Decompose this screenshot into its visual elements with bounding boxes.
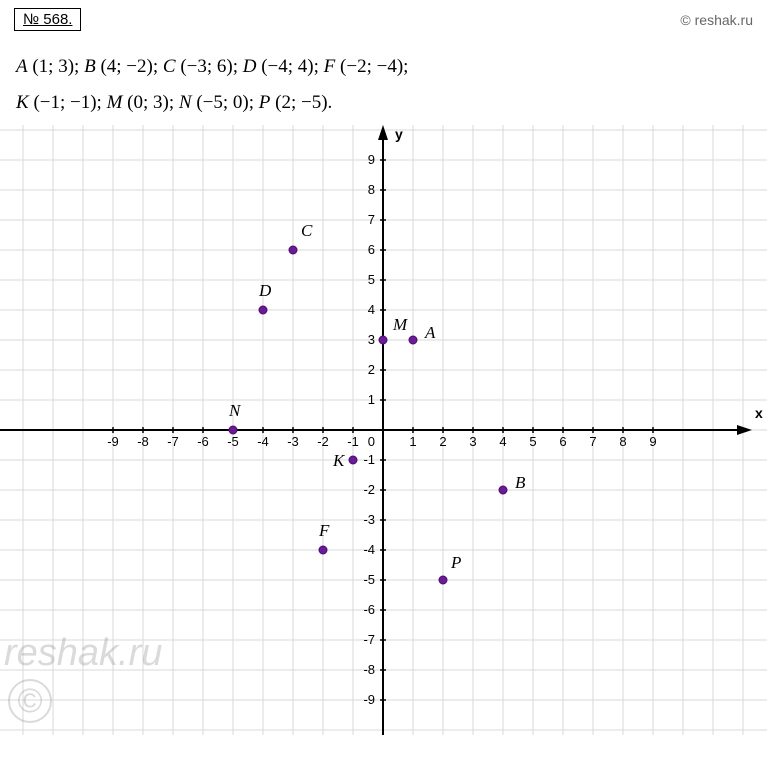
y-tick-label: -8 bbox=[363, 662, 375, 677]
coordinates-text: A (1; 3); B (4; −2); C (−3; 6); D (−4; 4… bbox=[0, 39, 767, 125]
exercise-number: № 568. bbox=[14, 8, 81, 31]
y-tick-label: 9 bbox=[368, 152, 375, 167]
point-coords: (2; −5). bbox=[270, 92, 332, 113]
y-tick-label: -3 bbox=[363, 512, 375, 527]
x-tick-label: 3 bbox=[469, 434, 476, 449]
watermark-copyright: © bbox=[8, 679, 52, 723]
y-tick-label: 1 bbox=[368, 392, 375, 407]
data-point bbox=[349, 456, 357, 464]
y-tick-label: -7 bbox=[363, 632, 375, 647]
watermark-text: reshak.ru bbox=[0, 632, 162, 675]
point-letter: F bbox=[324, 56, 336, 77]
data-point bbox=[289, 246, 297, 254]
point-coords: (−1; −1); bbox=[29, 92, 107, 113]
point-coords: (−4; 4); bbox=[256, 56, 323, 77]
y-tick-label: -1 bbox=[363, 452, 375, 467]
point-coords: (1; 3); bbox=[28, 56, 84, 77]
x-tick-label: -6 bbox=[197, 434, 209, 449]
point-label: K bbox=[332, 451, 346, 470]
point-label: D bbox=[258, 281, 272, 300]
point-coords: (−5; 0); bbox=[192, 92, 259, 113]
point-coords: (4; −2); bbox=[96, 56, 163, 77]
point-label: B bbox=[515, 473, 526, 492]
x-tick-label: -7 bbox=[167, 434, 179, 449]
origin-label: 0 bbox=[368, 434, 375, 449]
point-label: M bbox=[392, 315, 408, 334]
x-tick-label: 6 bbox=[559, 434, 566, 449]
point-letter: B bbox=[84, 56, 96, 77]
coords-line-1: A (1; 3); B (4; −2); C (−3; 6); D (−4; 4… bbox=[16, 49, 751, 85]
x-tick-label: -8 bbox=[137, 434, 149, 449]
y-tick-label: 2 bbox=[368, 362, 375, 377]
x-tick-label: -4 bbox=[257, 434, 269, 449]
y-tick-label: -5 bbox=[363, 572, 375, 587]
y-tick-label: 3 bbox=[368, 332, 375, 347]
point-label: P bbox=[450, 553, 461, 572]
coordinate-chart: -9 -8 -7 -6 -5 -4 -3 -2 -1 1 2 3 4 5 6 7 8 9 -9 -8 -7 -6 -5 -4 -… bbox=[0, 125, 767, 735]
y-tick-label: -6 bbox=[363, 602, 375, 617]
data-point bbox=[319, 546, 327, 554]
x-tick-label: 7 bbox=[589, 434, 596, 449]
point-label: C bbox=[301, 221, 313, 240]
site-credit: © reshak.ru bbox=[680, 12, 753, 28]
point-label: A bbox=[424, 323, 436, 342]
y-tick-label: -4 bbox=[363, 542, 375, 557]
point-letter: N bbox=[179, 92, 192, 113]
data-point bbox=[229, 426, 237, 434]
point-letter: M bbox=[107, 92, 123, 113]
header: № 568. © reshak.ru bbox=[0, 0, 767, 39]
y-tick-label: 6 bbox=[368, 242, 375, 257]
data-point bbox=[439, 576, 447, 584]
data-point bbox=[409, 336, 417, 344]
x-tick-label: -3 bbox=[287, 434, 299, 449]
point-label: F bbox=[318, 521, 330, 540]
x-tick-label: 1 bbox=[409, 434, 416, 449]
data-point bbox=[259, 306, 267, 314]
y-tick-label: 4 bbox=[368, 302, 375, 317]
y-tick-label: -2 bbox=[363, 482, 375, 497]
y-tick-label: -9 bbox=[363, 692, 375, 707]
point-letter: A bbox=[16, 56, 28, 77]
y-tick-label: 7 bbox=[368, 212, 375, 227]
x-tick-label: 2 bbox=[439, 434, 446, 449]
x-tick-label: 9 bbox=[649, 434, 656, 449]
x-tick-label: -5 bbox=[227, 434, 239, 449]
point-coords: (−2; −4); bbox=[335, 56, 408, 77]
x-tick-label: 4 bbox=[499, 434, 506, 449]
y-axis-label: y bbox=[395, 126, 403, 142]
x-axis-label: x bbox=[755, 405, 763, 421]
point-letter: P bbox=[259, 92, 271, 113]
point-coords: (0; 3); bbox=[122, 92, 178, 113]
point-coords: (−3; 6); bbox=[176, 56, 243, 77]
y-tick-label: 5 bbox=[368, 272, 375, 287]
x-tick-label: 8 bbox=[619, 434, 626, 449]
x-tick-label: -2 bbox=[317, 434, 329, 449]
data-point bbox=[499, 486, 507, 494]
point-letter: D bbox=[243, 56, 257, 77]
coords-line-2: K (−1; −1); M (0; 3); N (−5; 0); P (2; −… bbox=[16, 85, 751, 121]
point-letter: K bbox=[16, 92, 29, 113]
x-tick-label: -1 bbox=[347, 434, 359, 449]
x-tick-label: -9 bbox=[107, 434, 119, 449]
y-tick-label: 8 bbox=[368, 182, 375, 197]
x-tick-label: 5 bbox=[529, 434, 536, 449]
data-point bbox=[379, 336, 387, 344]
point-label: N bbox=[228, 401, 242, 420]
point-letter: C bbox=[163, 56, 176, 77]
